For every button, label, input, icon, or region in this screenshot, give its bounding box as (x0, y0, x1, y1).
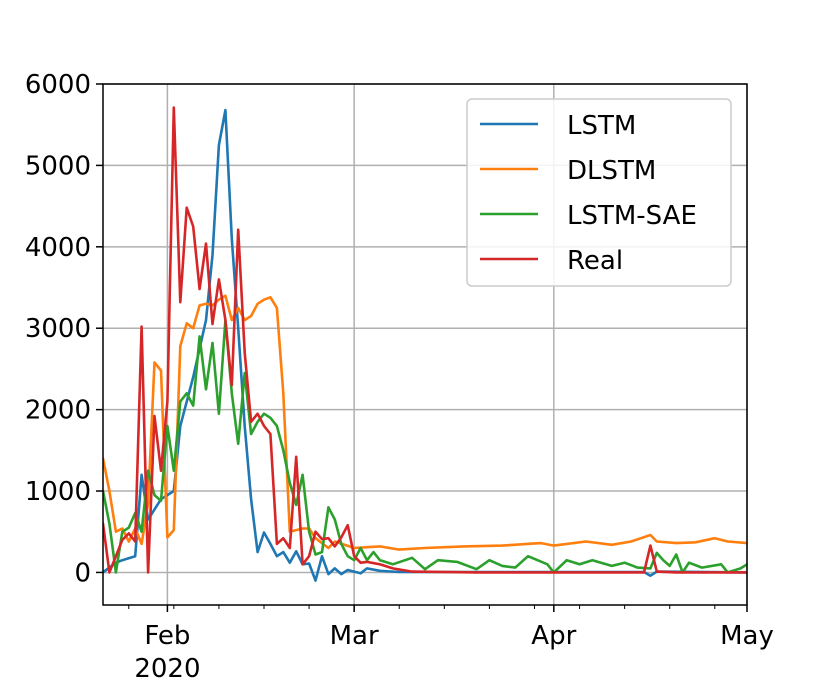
y-tick-label: 0 (74, 558, 91, 588)
series-lines (103, 106, 747, 582)
y-tick-label: 2000 (25, 396, 91, 426)
x-tick-label: Apr (531, 621, 576, 651)
series-line-real (103, 106, 747, 574)
legend-label: LSTM (567, 111, 636, 141)
plot-frame (102, 83, 748, 606)
legend-label: LSTM-SAE (567, 201, 697, 231)
series-line-dlstm (103, 294, 747, 551)
legend-label: Real (567, 246, 623, 276)
y-tick-label: 5000 (25, 151, 91, 181)
series-line-lstm-sae (103, 318, 747, 574)
x-tick-label: Mar (330, 621, 379, 651)
y-tick-label: 3000 (25, 314, 91, 344)
y-tick-label: 1000 (25, 477, 91, 507)
y-tick-label: 6000 (25, 70, 91, 100)
x-tick-label: May (720, 621, 774, 651)
y-tick-label: 4000 (25, 233, 91, 263)
x-tick-label: Feb (144, 621, 190, 651)
legend-label: DLSTM (567, 156, 656, 186)
legend-box (466, 98, 732, 287)
legend: LSTM DLSTM LSTM-SAE Real (466, 98, 732, 287)
x-tick-sublabel: 2020 (134, 654, 200, 684)
